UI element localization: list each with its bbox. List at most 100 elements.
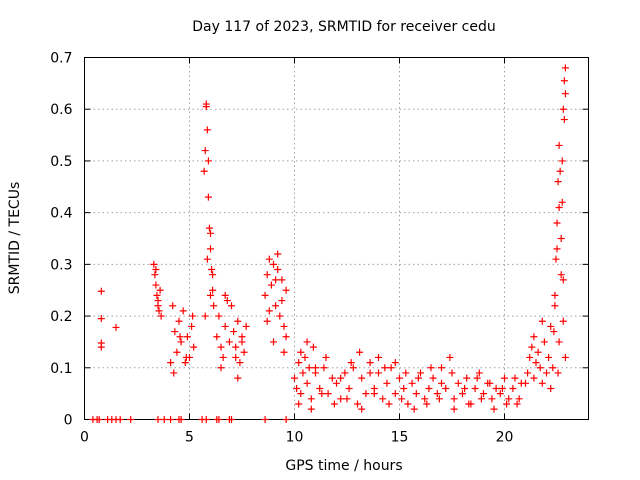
data-point xyxy=(505,395,513,403)
data-point xyxy=(400,384,408,392)
data-point xyxy=(297,348,305,356)
data-point xyxy=(454,379,462,387)
data-point xyxy=(127,416,135,423)
data-point xyxy=(560,116,568,124)
grid-lines xyxy=(84,57,589,420)
data-point xyxy=(402,369,410,377)
data-point xyxy=(238,338,246,346)
data-point xyxy=(97,343,105,351)
data-point xyxy=(330,400,338,408)
data-point xyxy=(209,286,217,294)
data-point xyxy=(513,400,521,408)
data-point xyxy=(404,400,412,408)
data-point xyxy=(167,359,175,367)
data-point xyxy=(477,395,485,403)
data-point xyxy=(189,312,197,320)
data-point xyxy=(543,369,550,377)
data-point xyxy=(234,374,242,382)
data-point xyxy=(530,374,538,382)
data-point xyxy=(236,359,244,367)
data-point xyxy=(356,348,364,356)
data-point xyxy=(270,338,277,346)
data-point xyxy=(278,276,286,284)
data-point xyxy=(225,338,233,346)
y-tick-label: 0.2 xyxy=(50,309,72,325)
data-point xyxy=(550,328,558,336)
data-point xyxy=(421,395,429,403)
data-point xyxy=(116,416,124,423)
data-point xyxy=(408,379,416,387)
data-point xyxy=(337,374,345,382)
data-point xyxy=(190,343,198,351)
data-point xyxy=(270,260,277,268)
data-point xyxy=(322,353,330,361)
data-point xyxy=(293,384,301,392)
data-point xyxy=(213,333,221,341)
data-point xyxy=(554,369,562,377)
data-point xyxy=(307,405,315,413)
data-point xyxy=(295,400,303,408)
data-point xyxy=(540,338,548,346)
data-point xyxy=(170,369,178,377)
data-point xyxy=(538,379,546,387)
data-point xyxy=(475,369,483,377)
y-tick-label: 0 xyxy=(64,413,73,429)
data-point xyxy=(465,400,473,408)
data-point xyxy=(274,266,282,274)
data-point xyxy=(530,333,538,341)
data-point xyxy=(182,353,190,361)
data-point xyxy=(345,384,353,392)
data-point xyxy=(153,291,161,299)
data-point xyxy=(366,369,374,377)
data-points xyxy=(89,64,569,423)
data-point xyxy=(230,328,238,336)
data-point xyxy=(152,266,160,274)
data-point xyxy=(358,405,366,413)
data-point xyxy=(429,374,437,382)
data-point xyxy=(312,364,319,372)
data-point xyxy=(207,229,214,237)
data-point xyxy=(208,266,216,274)
data-point xyxy=(155,307,163,315)
data-point xyxy=(446,353,454,361)
data-point xyxy=(414,374,422,382)
data-point xyxy=(328,374,336,382)
data-point xyxy=(157,312,165,320)
data-point xyxy=(410,405,418,413)
data-point xyxy=(538,317,546,325)
data-point xyxy=(438,364,445,372)
data-point xyxy=(299,369,307,377)
data-point xyxy=(261,291,269,299)
data-point xyxy=(95,416,103,423)
data-point xyxy=(553,245,561,253)
data-point xyxy=(291,374,298,382)
data-point xyxy=(217,364,225,372)
data-point xyxy=(556,167,564,175)
x-axis-label: GPS time / hours xyxy=(285,458,402,474)
data-point xyxy=(554,178,562,186)
data-point xyxy=(459,390,466,398)
data-point xyxy=(427,364,435,372)
data-point xyxy=(265,255,273,263)
data-point xyxy=(210,302,218,310)
data-point xyxy=(425,384,433,392)
data-point xyxy=(349,364,357,372)
data-point xyxy=(383,379,391,387)
data-point xyxy=(112,323,120,331)
data-point xyxy=(354,400,361,408)
data-point xyxy=(209,271,217,279)
data-point xyxy=(509,384,517,392)
data-point xyxy=(303,338,311,346)
data-point xyxy=(282,333,290,341)
data-point xyxy=(324,390,332,398)
data-point xyxy=(242,322,250,330)
y-tick-label: 0.6 xyxy=(50,102,72,118)
data-point xyxy=(547,322,555,330)
data-point xyxy=(305,364,313,372)
data-point xyxy=(559,276,567,284)
data-point xyxy=(203,126,211,134)
data-point xyxy=(450,395,458,403)
data-point xyxy=(261,416,269,423)
x-tick-label: 10 xyxy=(286,430,304,446)
